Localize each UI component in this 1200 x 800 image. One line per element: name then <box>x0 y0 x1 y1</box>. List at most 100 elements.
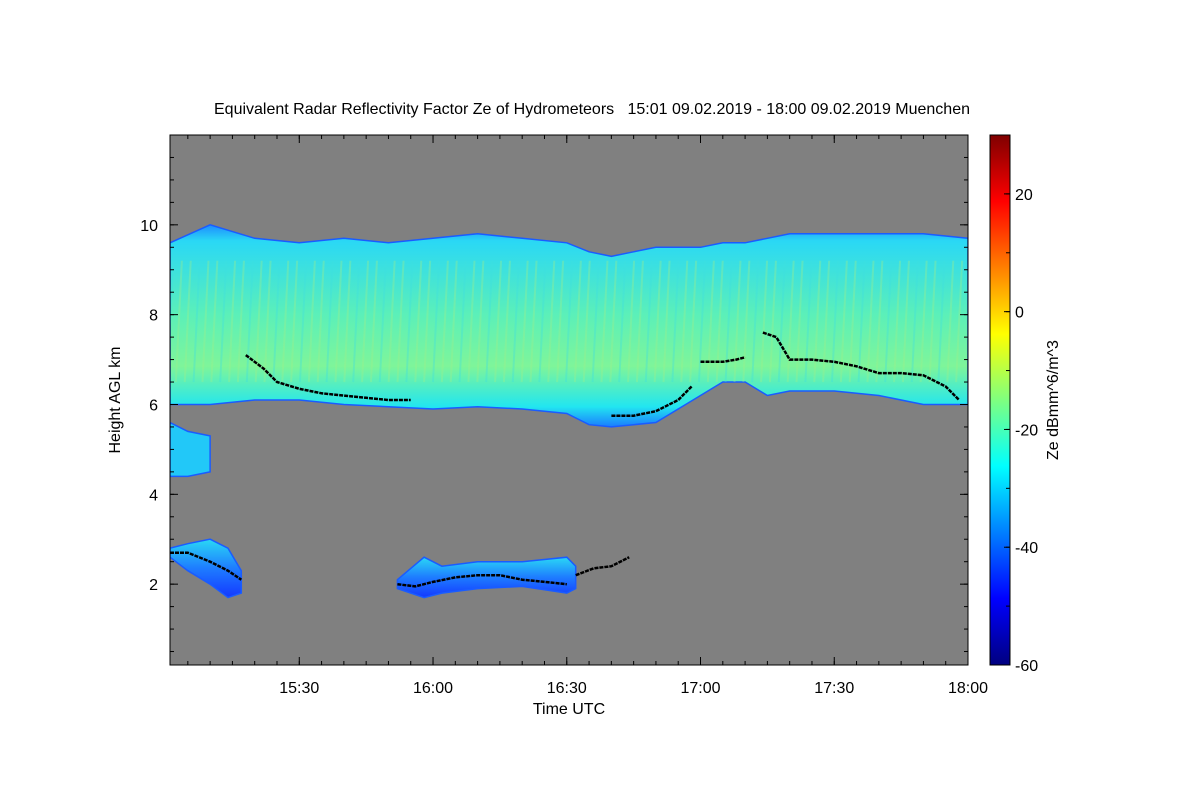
colorbar-label: Ze dBmm^6/m^3 <box>1045 340 1062 460</box>
cloud-texture-streak <box>432 260 440 383</box>
cloud-texture-streak <box>742 260 751 383</box>
cloud-texture-streak <box>547 260 556 383</box>
cloud-texture-streak <box>946 260 955 383</box>
cloud-texture-streak <box>618 260 627 383</box>
cloud-texture-streak <box>192 260 201 383</box>
y-tick-label: 6 <box>149 397 158 414</box>
x-axis-label: Time UTC <box>533 701 605 718</box>
cloud-texture-streak <box>591 260 600 383</box>
chart-title: Equivalent Radar Reflectivity Factor Ze … <box>214 101 970 118</box>
cloud-texture-streak <box>760 260 769 383</box>
cloud-texture-streak <box>290 260 299 383</box>
cloud-texture-streak <box>228 260 237 383</box>
cloud-texture-streak <box>600 260 609 383</box>
colorbar-tick-label: -20 <box>1015 422 1038 439</box>
cloud-texture-streak <box>565 260 573 383</box>
cloud-region-mid-cloud-fragment <box>170 421 211 478</box>
black-line-segment <box>611 385 693 417</box>
cloud-texture-streak <box>529 260 538 383</box>
cloud-texture-streak <box>662 260 671 383</box>
colorbar <box>989 134 1011 666</box>
cloud-texture-streak <box>467 260 476 383</box>
cloud-region-low-cloud-2 <box>396 556 577 599</box>
cloud-texture-streak <box>299 260 307 383</box>
cloud-texture-streak <box>272 260 281 383</box>
cloud-texture-streak <box>804 260 813 383</box>
cloud-texture-streak <box>245 260 254 383</box>
cloud-texture-streak <box>839 260 848 383</box>
cloud-texture-streak <box>768 260 777 383</box>
cloud-texture-streak <box>174 260 183 383</box>
cloud-texture-streak <box>582 260 591 383</box>
cloud-texture-streak <box>937 260 946 383</box>
cloud-texture-streak <box>910 260 919 383</box>
black-line-segment <box>575 556 630 577</box>
colorbar-tick-label: -60 <box>1015 658 1038 675</box>
cloud-texture-streak <box>307 260 316 383</box>
x-tick-label: 17:00 <box>680 680 720 697</box>
cloud-texture-streak <box>361 260 370 383</box>
cloud-texture-streak <box>653 260 662 383</box>
cloud-texture-streak <box>210 260 219 383</box>
cloud-texture-streak <box>405 260 414 383</box>
cloud-texture-streak <box>352 260 361 383</box>
black-line-segment <box>397 573 567 588</box>
cloud-texture-streak <box>751 260 760 383</box>
cloud-texture-streak <box>423 260 432 383</box>
cloud-texture-streak <box>458 260 467 383</box>
x-tick-label: 18:00 <box>948 680 988 697</box>
y-tick-label: 2 <box>149 577 158 594</box>
cloud-texture-streak <box>609 260 618 383</box>
cloud-texture-streak <box>901 260 910 383</box>
cloud-texture-streak <box>369 260 378 383</box>
cloud-texture-streak <box>857 260 866 383</box>
y-tick-label: 4 <box>149 487 158 504</box>
x-tick-label: 16:30 <box>547 680 587 697</box>
cloud-texture-streak <box>316 260 325 383</box>
cloud-texture-streak <box>573 260 582 383</box>
y-tick-label: 10 <box>140 218 158 235</box>
cloud-texture-streak <box>795 260 804 383</box>
black-line-segment <box>245 354 411 402</box>
black-line-segment <box>700 356 746 364</box>
cloud-texture-streak <box>777 260 786 383</box>
y-tick-label: 8 <box>149 308 158 325</box>
cloud-texture-streak <box>919 260 928 383</box>
x-tick-label: 15:30 <box>279 680 319 697</box>
cloud-texture-streak <box>502 260 511 383</box>
cloud-texture-streak <box>387 260 396 383</box>
cloud-texture-streak <box>689 260 698 383</box>
cloud-texture-streak <box>219 260 228 383</box>
cloud-texture-streak <box>476 260 485 383</box>
cloud-texture-streak <box>170 260 174 342</box>
colorbar-tick-label: 0 <box>1015 305 1024 322</box>
y-axis-label: Height AGL km <box>107 346 124 453</box>
cloud-texture-streak <box>334 260 343 383</box>
cloud-texture-streak <box>680 260 689 383</box>
cloud-texture-streak <box>822 260 831 383</box>
cloud-texture-streak <box>556 260 565 383</box>
cloud-texture-streak <box>494 260 503 383</box>
cloud-texture-streak <box>671 260 680 383</box>
cloud-texture-streak <box>343 260 352 383</box>
cloud-texture-streak <box>485 260 494 383</box>
cloud-texture-streak <box>201 260 210 383</box>
cloud-texture-streak <box>866 260 875 383</box>
cloud-texture-streak <box>635 260 644 383</box>
x-tick-label: 17:30 <box>814 680 854 697</box>
colorbar-tick-label: -40 <box>1015 540 1038 557</box>
cloud-texture-streak <box>627 260 636 383</box>
cloud-texture-streak <box>449 260 458 383</box>
x-tick-label: 16:00 <box>413 680 453 697</box>
cloud-texture-streak <box>813 260 822 383</box>
cloud-texture-streak <box>520 260 529 383</box>
cloud-texture-streak <box>893 260 902 383</box>
cloud-texture-streak <box>378 260 387 383</box>
cloud-texture-streak <box>325 260 334 383</box>
cloud-texture-streak <box>414 260 423 383</box>
cloud-texture-streak <box>183 260 192 383</box>
cloud-texture-streak <box>884 260 893 383</box>
cloud-texture-streak <box>928 260 937 383</box>
cloud-texture-streak <box>511 260 520 383</box>
